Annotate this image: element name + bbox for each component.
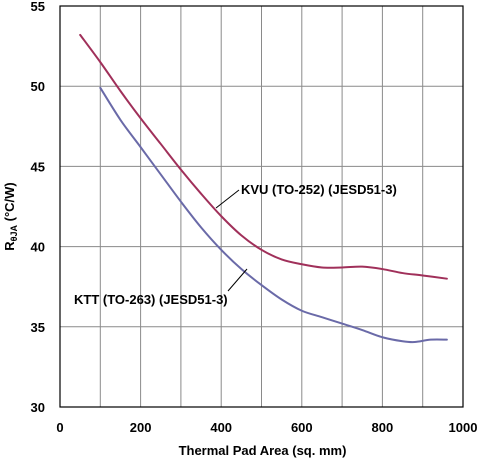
y-axis-title: RθJA (°C/W) (2, 182, 19, 251)
grid (60, 6, 463, 407)
x-tick-label: 600 (291, 420, 313, 435)
y-tick-label: 40 (31, 240, 45, 255)
x-tick-label: 0 (56, 420, 63, 435)
series-layer (79, 33, 448, 344)
series-labels: KVU (TO-252) (JESD51-3) KTT (TO-263) (JES… (74, 182, 397, 307)
x-tick-label: 800 (372, 420, 394, 435)
y-axis-title-main: R (2, 241, 17, 251)
y-tick-labels: 30 35 40 45 50 55 (31, 0, 45, 415)
x-tick-label: 200 (130, 420, 152, 435)
y-tick-label: 35 (31, 320, 45, 335)
x-axis-title: Thermal Pad Area (sq. mm) (179, 443, 347, 458)
y-tick-label: 50 (31, 79, 45, 94)
series-line-0 (79, 33, 448, 280)
y-tick-label: 45 (31, 159, 45, 174)
x-tick-labels: 0 200 400 600 800 1000 (56, 420, 477, 435)
series-line-1 (99, 86, 448, 344)
series-label-1-leader (227, 268, 248, 292)
series-label-0-leader (215, 189, 240, 209)
y-axis-title-unit: (°C/W) (2, 182, 17, 225)
series-label-1: KTT (TO-263) (JESD51-3) (74, 292, 228, 307)
x-tick-label: 1000 (449, 420, 478, 435)
series-label-0: KVU (TO-252) (JESD51-3) (241, 182, 397, 197)
plot-frame (59, 5, 464, 408)
y-tick-label: 55 (31, 0, 45, 14)
y-axis-title-subscript: θJA (9, 224, 19, 241)
y-tick-label: 30 (31, 400, 45, 415)
x-tick-label: 400 (210, 420, 232, 435)
